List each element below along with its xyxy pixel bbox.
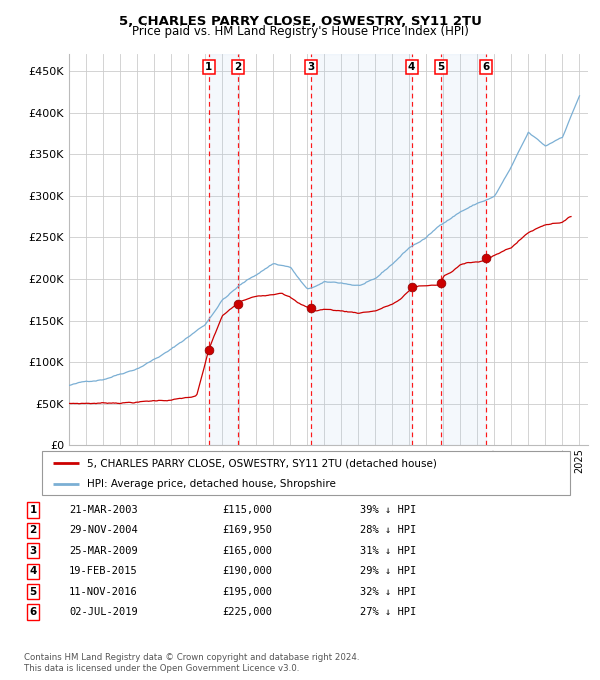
Point — [233, 299, 242, 309]
Text: 3: 3 — [308, 62, 315, 72]
Text: £165,000: £165,000 — [222, 546, 272, 556]
FancyBboxPatch shape — [42, 451, 570, 495]
Text: 32% ↓ HPI: 32% ↓ HPI — [360, 587, 416, 596]
Text: 1: 1 — [205, 62, 212, 72]
Text: 5, CHARLES PARRY CLOSE, OSWESTRY, SY11 2TU: 5, CHARLES PARRY CLOSE, OSWESTRY, SY11 2… — [119, 15, 481, 28]
Bar — [441, 54, 486, 445]
Text: 5: 5 — [437, 62, 445, 72]
Text: £169,950: £169,950 — [222, 526, 272, 535]
Text: Price paid vs. HM Land Registry's House Price Index (HPI): Price paid vs. HM Land Registry's House … — [131, 25, 469, 38]
Point — [436, 277, 446, 288]
Text: 6: 6 — [482, 62, 490, 72]
Text: £195,000: £195,000 — [222, 587, 272, 596]
Text: £225,000: £225,000 — [222, 607, 272, 617]
Text: 21-MAR-2003: 21-MAR-2003 — [69, 505, 138, 515]
Text: 5: 5 — [29, 587, 37, 596]
Text: 28% ↓ HPI: 28% ↓ HPI — [360, 526, 416, 535]
Text: £115,000: £115,000 — [222, 505, 272, 515]
Text: 4: 4 — [29, 566, 37, 576]
Text: 29% ↓ HPI: 29% ↓ HPI — [360, 566, 416, 576]
Text: 4: 4 — [408, 62, 415, 72]
Text: This data is licensed under the Open Government Licence v3.0.: This data is licensed under the Open Gov… — [24, 664, 299, 673]
Text: 3: 3 — [29, 546, 37, 556]
Point — [407, 282, 416, 293]
Text: 27% ↓ HPI: 27% ↓ HPI — [360, 607, 416, 617]
Text: 25-MAR-2009: 25-MAR-2009 — [69, 546, 138, 556]
Text: 19-FEB-2015: 19-FEB-2015 — [69, 566, 138, 576]
Text: 2: 2 — [234, 62, 241, 72]
Text: £190,000: £190,000 — [222, 566, 272, 576]
Point — [204, 344, 214, 355]
Text: 1: 1 — [29, 505, 37, 515]
Text: 02-JUL-2019: 02-JUL-2019 — [69, 607, 138, 617]
Text: Contains HM Land Registry data © Crown copyright and database right 2024.: Contains HM Land Registry data © Crown c… — [24, 653, 359, 662]
Text: 39% ↓ HPI: 39% ↓ HPI — [360, 505, 416, 515]
Text: HPI: Average price, detached house, Shropshire: HPI: Average price, detached house, Shro… — [87, 479, 336, 488]
Bar — [209, 54, 238, 445]
Text: 6: 6 — [29, 607, 37, 617]
Point — [481, 253, 491, 264]
Point — [307, 303, 316, 313]
Bar — [311, 54, 412, 445]
Text: 29-NOV-2004: 29-NOV-2004 — [69, 526, 138, 535]
Text: 11-NOV-2016: 11-NOV-2016 — [69, 587, 138, 596]
Text: 5, CHARLES PARRY CLOSE, OSWESTRY, SY11 2TU (detached house): 5, CHARLES PARRY CLOSE, OSWESTRY, SY11 2… — [87, 458, 437, 469]
Text: 31% ↓ HPI: 31% ↓ HPI — [360, 546, 416, 556]
Text: 2: 2 — [29, 526, 37, 535]
